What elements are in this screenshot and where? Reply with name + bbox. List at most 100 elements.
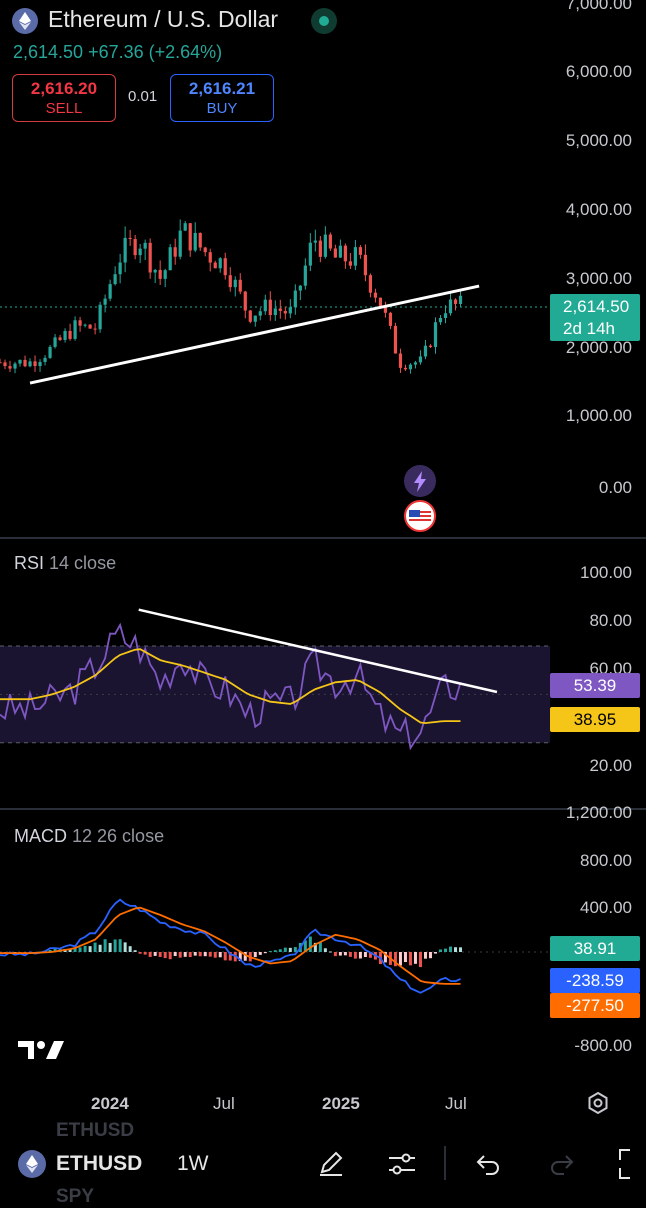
time-axis-label: Jul xyxy=(213,1094,235,1113)
ethereum-logo-icon[interactable] xyxy=(18,1150,46,1178)
price-candle xyxy=(188,223,192,251)
symbol-selector[interactable]: ETHUSD xyxy=(56,1152,143,1175)
price-candle xyxy=(353,247,357,266)
macd-histogram-bar xyxy=(103,939,107,952)
macd-histogram-bar xyxy=(428,952,432,959)
macd-axis-label: 1,200.00 xyxy=(565,803,632,822)
price-axis-label: 0.00 xyxy=(598,478,632,497)
price-candle xyxy=(103,298,107,305)
macd-histogram-bar xyxy=(408,952,412,966)
macd-histogram-bar xyxy=(108,942,112,952)
price-candle xyxy=(143,242,147,249)
macd-histogram-bar xyxy=(143,952,147,955)
chart-canvas[interactable] xyxy=(0,0,646,1130)
macd-histogram-bar xyxy=(213,952,217,958)
ethereum-logo-icon xyxy=(12,8,38,34)
macd-histogram-bar xyxy=(223,952,227,961)
price-candle xyxy=(363,254,368,276)
time-axis-label: Jul xyxy=(445,1094,467,1113)
pane-separator[interactable] xyxy=(0,808,646,810)
price-candle xyxy=(73,320,77,339)
interval-selector[interactable]: 1W xyxy=(177,1152,209,1175)
macd-histogram-bar xyxy=(153,952,157,956)
price-candle xyxy=(68,330,72,339)
buy-label: BUY xyxy=(206,100,238,117)
rsi-line xyxy=(0,622,462,751)
price-candle xyxy=(218,258,222,269)
price-candle xyxy=(253,315,257,322)
price-axis-label: 7,000.00 xyxy=(565,0,632,13)
price-candle xyxy=(58,337,62,340)
macd-histogram-bar xyxy=(238,952,242,962)
macd-title[interactable]: MACD 12 26 close xyxy=(14,826,165,846)
price-candle xyxy=(383,305,388,313)
macd-histogram-bar xyxy=(228,952,232,961)
macd-histogram-bar xyxy=(173,952,177,957)
buy-price: 2,616.21 xyxy=(188,79,256,98)
price-candle xyxy=(403,367,408,370)
macd-histogram-bar xyxy=(253,952,257,958)
rsi-title[interactable]: RSI 14 close xyxy=(14,553,117,573)
macd-signal-line xyxy=(0,906,461,985)
settings-gear-icon[interactable] xyxy=(586,1091,610,1120)
price-candle xyxy=(338,245,342,258)
pane-separator[interactable] xyxy=(0,537,646,539)
price-candle xyxy=(33,361,37,367)
macd-histogram-bar xyxy=(78,947,82,952)
lightning-icon[interactable] xyxy=(404,465,436,497)
macd-histogram-bar xyxy=(138,952,142,954)
macd-histogram-bar xyxy=(193,952,197,956)
price-candle xyxy=(108,284,112,299)
price-candle xyxy=(208,252,212,263)
macd-histogram-bar xyxy=(133,950,137,952)
price-candle xyxy=(43,357,47,362)
price-candle xyxy=(133,238,137,256)
sell-button[interactable]: 2,616.20 SELL xyxy=(12,74,116,122)
fullscreen-icon[interactable] xyxy=(618,1148,646,1185)
price-axis-label: 2,000.00 xyxy=(565,338,632,357)
macd-histogram-bar xyxy=(348,952,352,957)
rsi-value-tag: 53.39 xyxy=(550,673,640,698)
price-candle xyxy=(318,240,322,257)
price-candle xyxy=(263,299,267,312)
us-flag-icon[interactable] xyxy=(404,500,436,532)
indicator-settings-sliders-icon[interactable] xyxy=(386,1150,418,1183)
macd-histogram-bar xyxy=(443,948,447,952)
macd-histogram-bar xyxy=(163,952,167,959)
spread: 0.01 xyxy=(128,88,158,105)
macd-signal-tag: -277.50 xyxy=(550,993,640,1018)
macd-histogram-bar xyxy=(358,952,362,959)
symbol-title[interactable]: Ethereum / U.S. Dollar xyxy=(48,6,279,32)
macd-histogram-bar xyxy=(128,946,132,952)
macd-histogram-bar xyxy=(393,952,397,967)
macd-histogram-bar xyxy=(433,952,437,954)
price-candle xyxy=(148,242,152,273)
toolbar-divider xyxy=(444,1146,446,1180)
price-candle xyxy=(268,299,272,316)
price-candle xyxy=(348,261,352,266)
price-candle xyxy=(203,247,207,253)
macd-histogram-bar xyxy=(418,952,422,968)
drawing-tool-pencil-icon[interactable] xyxy=(316,1148,346,1183)
tradingview-logo-icon xyxy=(18,1037,66,1068)
buy-button[interactable]: 2,616.21 BUY xyxy=(170,74,274,122)
macd-histogram-bar xyxy=(343,952,347,956)
macd-histogram-bar xyxy=(113,939,117,952)
macd-histogram-bar xyxy=(178,952,182,958)
sell-price: 2,616.20 xyxy=(30,79,98,98)
macd-histogram-bar xyxy=(68,949,72,952)
macd-histogram-bar xyxy=(338,952,342,956)
price-candle xyxy=(198,232,202,248)
price-candle xyxy=(283,310,287,314)
macd-histogram-bar xyxy=(454,947,458,952)
price-candle xyxy=(323,234,327,257)
redo-icon[interactable] xyxy=(548,1150,576,1183)
price-candle xyxy=(163,270,167,279)
price-candle xyxy=(458,295,463,304)
price-axis-label: 3,000.00 xyxy=(565,269,632,288)
price-candle xyxy=(378,297,383,306)
macd-histogram-bar xyxy=(288,947,292,952)
price-candle xyxy=(438,318,443,323)
undo-icon[interactable] xyxy=(474,1150,502,1183)
macd-axis-label: -800.00 xyxy=(574,1036,632,1055)
